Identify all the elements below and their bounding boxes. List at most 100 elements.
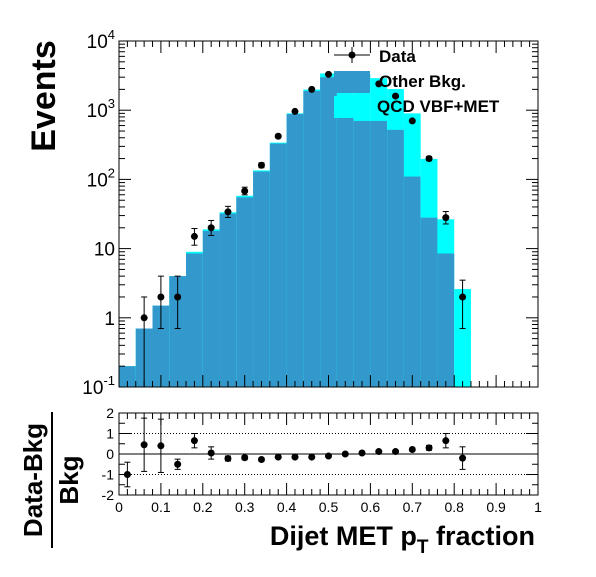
ratio-y-tick-label: 2 [106,405,114,421]
data-point [157,293,165,301]
ratio-point [375,448,383,456]
other-bkg-bar [119,366,136,387]
ratio-point [241,454,249,462]
ratio-y-tick-label: 0 [106,446,114,462]
data-point [140,314,148,322]
ratio-point [308,453,316,461]
other-bkg-bar [286,114,304,387]
ratio-point [442,437,450,445]
ratio-x-tick-label: 0.3 [235,499,255,515]
ratio-point [408,445,416,453]
ratio-y-tick-label: 1 [106,426,114,442]
ratio-point [341,450,349,458]
ratio-x-tick-label: 0.6 [361,499,381,515]
ratio-point [207,449,215,457]
other-bkg-bar [236,197,254,387]
legend-swatch-other-bkg [334,71,370,93]
data-point [207,224,215,232]
x-axis-label: Dijet MET pT fraction [270,521,535,558]
data-point [241,187,249,195]
ratio-point [425,444,433,452]
ratio-x-axis: 0 0.1 0.2 0.3 0.4 0.5 0.6 0.7 0.8 0.9 1 [115,413,542,515]
ratio-point [358,449,366,457]
ratio-x-tick-label: 1 [534,499,542,515]
ratio-y-label-numerator: Data-Bkg [18,423,48,537]
main-histogram-bars [119,73,471,388]
ratio-y-tick-label: -1 [102,467,115,483]
y-tick-label: 104 [87,27,115,53]
ratio-x-tick-label: 0.4 [277,499,297,515]
y-tick-label: 102 [87,165,115,191]
data-point [174,293,182,301]
legend-entry-data: Data [379,47,416,66]
ratio-x-tick-label: 0.2 [193,499,213,515]
ratio-point [157,442,165,450]
x-axis-label-subscript: T [417,537,429,558]
data-point [442,214,450,222]
other-bkg-bar [202,230,220,387]
data-point [224,208,232,216]
data-point [375,80,383,88]
y-tick-label-base: 10 [87,32,108,53]
ratio-point [174,460,182,468]
main-y-axis-label: Events [25,40,63,152]
ratio-point [123,471,131,478]
legend-entry-other-bkg: Other Bkg. [379,72,466,91]
data-point [425,155,433,163]
data-point [190,232,198,240]
ratio-point [392,448,400,456]
y-tick-label: 103 [87,96,115,122]
data-point [408,117,416,125]
ratio-x-tick-label: 0.8 [444,499,464,515]
other-bkg-bar [437,253,455,387]
ratio-points [123,417,467,488]
legend-entry-qcd: QCD VBF+MET [377,97,500,116]
ratio-y-axis: -2 -1 0 1 2 [102,405,538,503]
y-tick-label-exponent: -1 [103,373,115,388]
legend: Data Other Bkg. QCD VBF+MET [334,47,500,118]
data-points [140,70,467,387]
ratio-point [257,456,265,464]
other-bkg-bar [387,129,404,387]
other-bkg-bar [169,276,187,387]
other-bkg-bar [420,217,438,387]
data-point [308,85,316,93]
other-bkg-bar [186,253,203,387]
ratio-x-tick-label: 0 [115,499,123,515]
other-bkg-bar [253,171,270,387]
data-point [257,161,265,169]
ratio-x-tick-label: 0.7 [403,499,423,515]
ratio-point [291,453,299,461]
x-axis-label-main: Dijet MET p [270,521,417,551]
other-bkg-bar [353,120,371,387]
ratio-y-tick-label: -2 [102,487,115,503]
y-tick-label: 1 [104,309,115,330]
other-bkg-bar [269,143,287,387]
main-x-axis-ticks [118,41,539,387]
x-axis-label-suffix: fraction [428,521,535,551]
legend-swatch-qcd [334,96,370,118]
ratio-point [325,452,332,460]
other-bkg-bar [219,213,237,387]
data-point [392,92,400,100]
ratio-y-axis-label: Data-Bkg Bkg [18,412,84,548]
y-tick-label-base: 10 [87,101,108,122]
y-tick-label-exponent: 3 [108,96,115,111]
ratio-x-tick-label: 0.1 [151,499,171,515]
data-point [325,70,332,78]
data-point [459,293,467,301]
qcd-bar [454,289,471,387]
ratio-point [190,437,198,445]
y-tick-label-base: 10 [82,378,103,399]
y-tick-label-base: 10 [87,170,108,191]
ratio-x-tick-label: 0.9 [486,499,506,515]
other-bkg-bar [320,77,337,387]
y-tick-label: 10 [94,240,115,261]
ratio-point [224,455,232,463]
ratio-point [140,441,148,449]
y-tick-label-exponent: 2 [108,165,115,180]
ratio-x-tick-label: 0.5 [319,499,339,515]
